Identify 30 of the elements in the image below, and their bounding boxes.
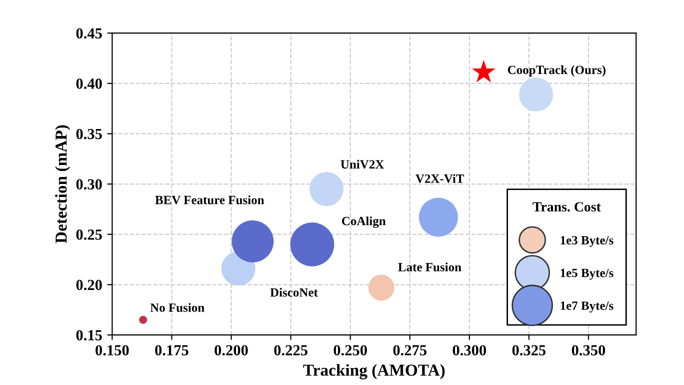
y-tick-label: 0.45	[76, 28, 102, 39]
x-tick-label: 0.300	[452, 345, 486, 356]
series-label: CoopTrack (Ours)	[508, 65, 606, 77]
y-tick-label: 0.25	[76, 229, 102, 240]
series-label: CoAlign	[342, 216, 386, 228]
y-tick-label: 0.15	[76, 330, 102, 340]
legend-title: Trans. Cost	[532, 202, 601, 212]
x-tick-label: 0.150	[96, 345, 129, 356]
legend-label: 1e5 Byte/s	[560, 268, 614, 280]
legend-label: 1e7 Byte/s	[560, 302, 614, 312]
legend-label: 1e3 Byte/s	[560, 236, 614, 248]
series-label: Late Fusion	[398, 262, 462, 272]
y-tick-label: 0.35	[76, 128, 102, 140]
series-label: No Fusion	[150, 303, 204, 312]
x-tick-label: 0.175	[155, 345, 188, 356]
x-tick-label: 0.325	[512, 345, 546, 356]
x-tick-label: 0.250	[334, 345, 367, 356]
series-label: V2X-ViT	[416, 174, 464, 183]
x-tick-label: 0.200	[214, 345, 248, 356]
x-axis-title: Tracking (AMOTA)	[303, 364, 445, 380]
x-tick-label: 0.225	[274, 345, 308, 356]
series-label: BEV Feature Fusion	[155, 195, 264, 204]
series-label: UniV2X	[340, 160, 384, 169]
series-label: DiscoNet	[270, 288, 318, 297]
y-tick-label: 0.30	[76, 179, 102, 190]
x-tick-label: 0.350	[572, 345, 606, 356]
y-tick-label: 0.20	[76, 280, 102, 290]
x-tick-label: 0.275	[393, 345, 426, 356]
y-tick-label: 0.40	[76, 78, 102, 89]
y-axis-title: Detection (mAP)	[55, 125, 70, 244]
